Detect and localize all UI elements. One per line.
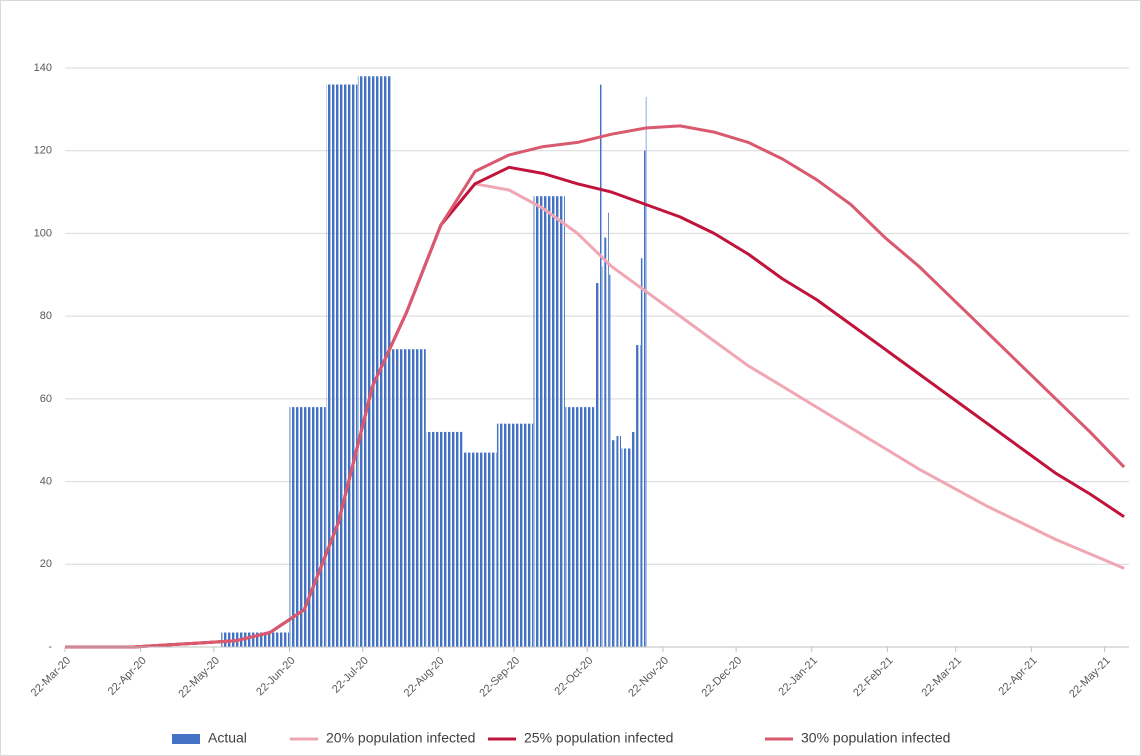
y-tick-label: 60 [40,393,52,405]
bar [601,266,604,647]
bar [326,84,358,648]
bar [631,431,636,647]
bar [594,283,600,647]
bar [606,212,609,647]
bar [621,448,626,647]
legend-item: 30% population infected [765,730,950,746]
legend-label: 25% population infected [524,730,673,746]
bar [645,96,648,647]
bar [604,237,607,648]
bar [357,76,392,648]
bar [565,407,595,647]
legend-item: 25% population infected [488,730,673,746]
legend-label: 30% population infected [801,730,950,746]
y-tick-label: - [48,641,52,653]
bar [611,440,617,647]
bar [640,258,643,647]
y-tick-label: 120 [34,145,52,157]
line [65,124,1126,649]
bar [616,436,622,647]
y-tick-label: 80 [40,310,52,322]
bar [392,349,426,647]
bar [636,345,641,647]
bar [496,423,534,647]
bar [289,407,326,647]
y-tick-label: 40 [40,475,52,487]
bar [609,274,612,647]
bar [462,452,497,647]
bar [426,431,463,647]
legend-label: 20% population infected [326,730,475,746]
bar [533,196,565,647]
bar [599,84,602,648]
bar [221,632,290,647]
legend-item: 20% population infected [290,730,475,746]
legend-swatch [172,734,200,744]
y-tick-label: 20 [40,558,52,570]
legend-item: Actual [172,730,247,746]
y-tick-label: 100 [34,227,52,239]
y-tick-label: 140 [34,62,52,74]
bar [626,448,631,647]
legend-label: Actual [208,730,247,746]
bar [643,150,646,647]
